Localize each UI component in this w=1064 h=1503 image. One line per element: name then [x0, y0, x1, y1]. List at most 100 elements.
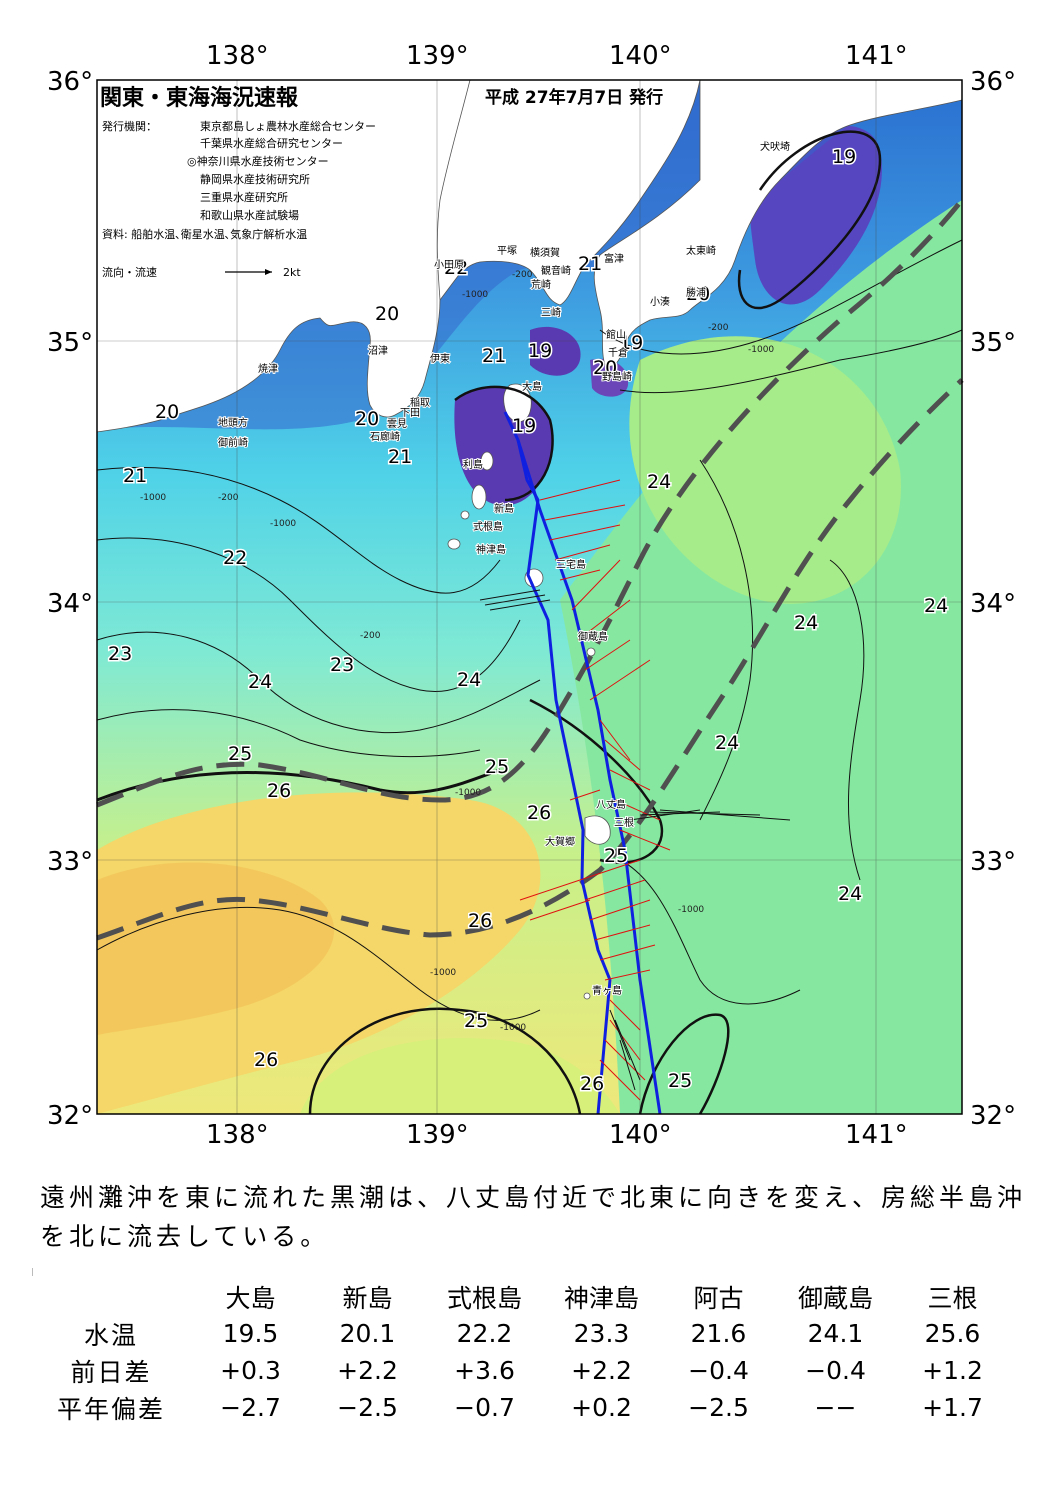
column-header: 神津島	[563, 1283, 639, 1313]
isotherm-label: 24	[924, 595, 948, 617]
longitude-labels-top: 138° 139° 140° 141°	[206, 41, 908, 71]
current-vectors	[519, 479, 671, 1101]
place-name: 三崎	[541, 306, 561, 319]
isotherm-label: 26	[527, 802, 551, 824]
place-name: 小田原	[434, 259, 464, 271]
table-cell: +2.2	[571, 1356, 632, 1385]
lon-label: 139°	[406, 1120, 469, 1150]
issuer: 三重県水産研究所	[200, 190, 288, 204]
table-cell: +3.6	[454, 1356, 515, 1385]
lon-label: 141°	[845, 1120, 908, 1150]
lat-label: 35°	[47, 328, 93, 358]
lon-label: 138°	[206, 41, 269, 71]
isotherm-label: 22	[223, 547, 247, 569]
row-header: 前日差	[70, 1357, 152, 1387]
isotherm-label: 24	[647, 471, 671, 493]
isotherm-label: 23	[330, 654, 354, 676]
graticule	[97, 80, 962, 1114]
table-cell: +0.2	[571, 1393, 632, 1422]
lat-label: 34°	[47, 589, 93, 619]
issuer: 和歌山県水産試験場	[200, 208, 299, 222]
lat-label: 32°	[47, 1101, 93, 1131]
place-name: 千倉	[608, 346, 628, 359]
place-name: 富津	[604, 252, 624, 265]
isotherm-label: 20	[686, 283, 710, 305]
table-cell: −0.7	[454, 1393, 515, 1422]
place-name: 雲見	[387, 418, 407, 430]
depth-label: -200	[708, 323, 729, 333]
place-name: 利島	[463, 458, 483, 471]
table-row: 平年偏差 −2.7 −2.5 −0.7 +0.2 −2.5 −− +1.7	[30, 1389, 1011, 1426]
place-name: 野島崎	[602, 370, 632, 383]
station-temperature-table: 大島 新島 式根島 神津島 阿古 御蔵島 三根 水温 19.5 20.1 22.…	[30, 1278, 1011, 1426]
table-cell: +2.2	[337, 1356, 398, 1385]
isotherm-label: 25	[228, 743, 252, 765]
isotherm-label: 20	[155, 401, 179, 423]
isotherm-label: 24	[794, 612, 818, 634]
place-name: 勝浦	[686, 286, 706, 299]
issuer: ◎神奈川県水産技術センター	[187, 154, 329, 168]
table-cell: −−	[814, 1393, 857, 1422]
isotherm-lines	[96, 130, 963, 1115]
isotherm-label: 21	[482, 345, 506, 367]
place-name: 下田	[400, 408, 420, 419]
issuer: 東京都島しょ農林水産総合センター	[200, 119, 376, 133]
table-header-row: 大島 新島 式根島 神津島 阿古 御蔵島 三根	[30, 1278, 1011, 1315]
isotherm-label: 25	[485, 756, 509, 778]
current-scale-label: 2kt	[283, 266, 301, 279]
lat-label: 36°	[47, 67, 93, 97]
place-name: 御蔵島	[578, 630, 608, 643]
isotherm-label: 24	[715, 732, 739, 754]
table-cell: 22.2	[456, 1319, 513, 1348]
map-header: 関東・東海海況速報 平成 27年7月7日 発行 発行機関： 東京都島しょ農林水産…	[100, 85, 663, 279]
place-name: 三根	[614, 816, 634, 829]
place-name: 焼津	[258, 363, 278, 375]
lon-label: 141°	[845, 41, 908, 71]
place-name: 御前崎	[218, 436, 248, 449]
table-cell: −0.4	[805, 1356, 866, 1385]
place-name: 小湊	[650, 295, 670, 308]
depth-label: -1000	[500, 1023, 526, 1033]
lat-label: 33°	[970, 847, 1016, 877]
corner-cell	[30, 1278, 192, 1315]
lat-label: 33°	[47, 847, 93, 877]
table-cell: −2.5	[337, 1393, 398, 1422]
place-names: 犬吠埼 太東崎 勝浦 小湊 富津 横須賀 観音崎 平塚 小田原 荒崎 三崎 館山…	[217, 139, 791, 998]
issuer-label: 発行機関：	[102, 119, 157, 133]
place-name: 犬吠埼	[760, 140, 790, 153]
isotherm-label: 19	[619, 332, 643, 354]
isotherm-labels: 19 19 19 19 20 20 20 20 20 21 21 21 21 2…	[107, 145, 950, 1097]
place-name: 伊東	[430, 352, 450, 365]
table-cell: +0.3	[220, 1356, 281, 1385]
summary-text: 遠州灘沖を東に流れた黒潮は、八丈島付近で北東に向きを変え、房総半島沖を北に流去し…	[40, 1183, 1027, 1251]
lat-label: 36°	[970, 67, 1016, 97]
place-name: 三宅島	[556, 558, 586, 571]
isotherm-label: 25	[668, 1070, 692, 1092]
table-cell: 25.6	[924, 1319, 981, 1348]
issuer: 千葉県水産総合研究センター	[200, 136, 343, 150]
ship-tracks	[503, 411, 662, 1115]
isotherm-label: 26	[468, 910, 492, 932]
place-name: 八丈島	[596, 798, 626, 811]
place-name: 大島	[522, 380, 542, 393]
depth-label: -1000	[678, 905, 704, 915]
place-name: 地頭方	[218, 416, 248, 429]
place-name: 沼津	[368, 344, 388, 357]
issuer: 静岡県水産技術研究所	[200, 172, 310, 186]
map-title: 関東・東海海況速報	[100, 85, 299, 111]
table-cell: 24.1	[807, 1319, 864, 1348]
isotherm-label: 19	[512, 415, 536, 437]
place-name: 新島	[494, 502, 514, 515]
column-header: 三根	[927, 1283, 978, 1313]
depth-label: -200	[218, 493, 239, 503]
latitude-labels-right: 36° 35° 34° 33° 32°	[970, 67, 1016, 1131]
isotherm-label: 20	[375, 303, 399, 325]
column-header: 式根島	[446, 1283, 522, 1313]
depth-label: -1000	[748, 345, 774, 355]
table-cell: 20.1	[339, 1319, 396, 1348]
land-areas	[96, 79, 963, 1000]
table-cell: −0.4	[688, 1356, 749, 1385]
column-header: 御蔵島	[797, 1283, 873, 1313]
place-name: 大賀郷	[545, 835, 575, 848]
isotherm-label: 20	[593, 357, 617, 379]
